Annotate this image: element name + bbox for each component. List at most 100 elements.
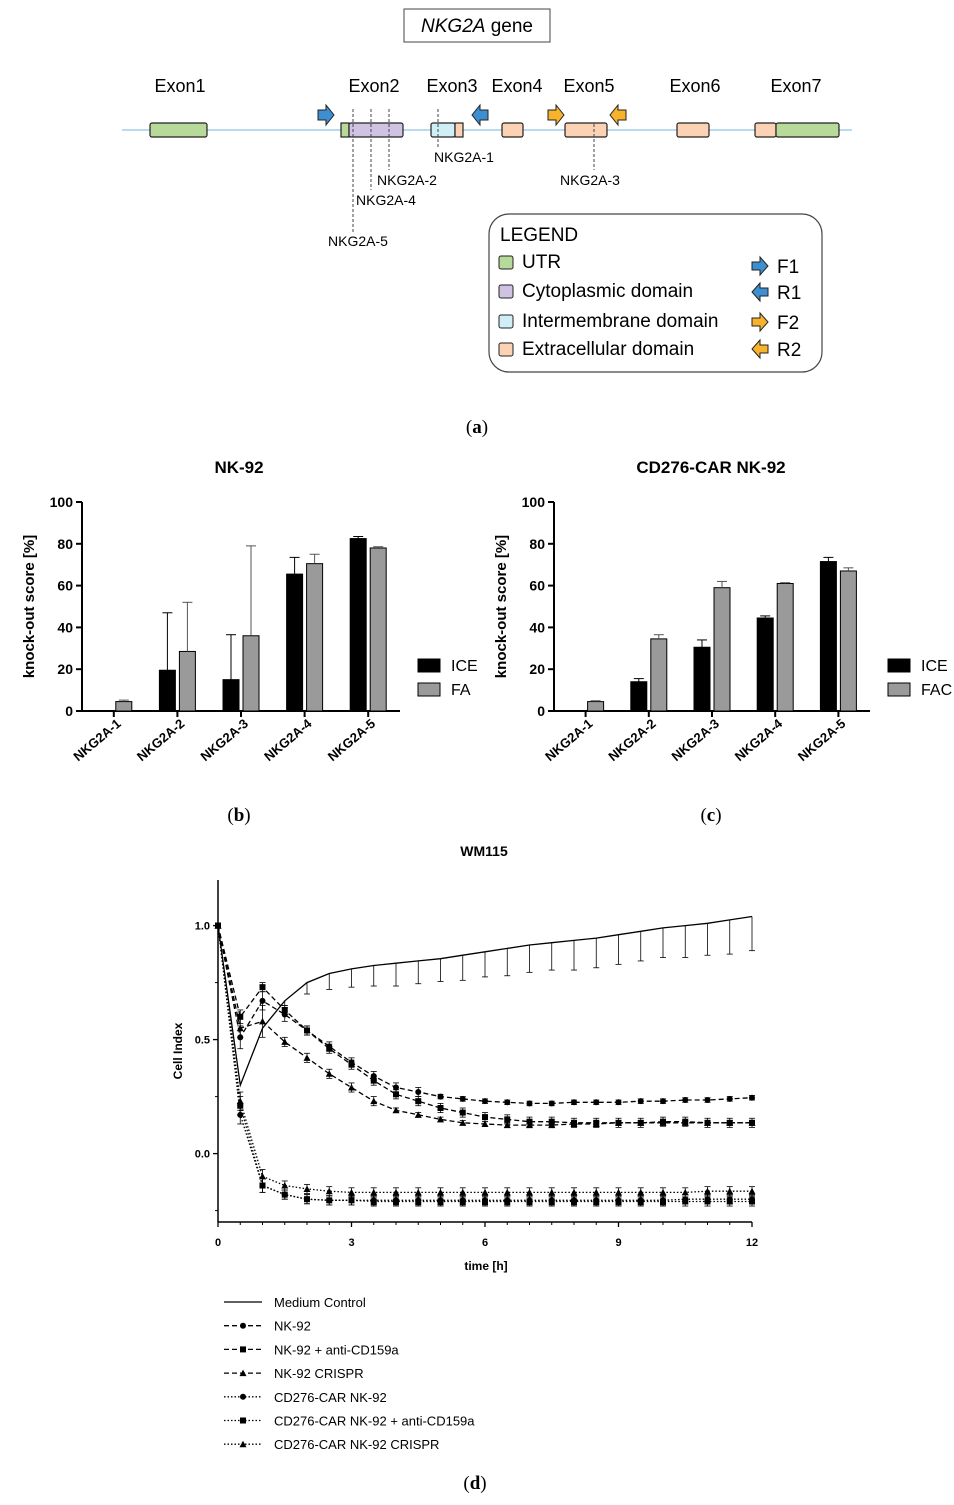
legend-r1-icon	[751, 281, 769, 303]
y-tick-label: 80	[529, 536, 545, 552]
bar-facs	[178, 650, 196, 712]
legend-r2-icon	[751, 338, 769, 360]
chart-title: CD276-CAR NK-92	[636, 458, 785, 477]
panel-d-label: (d)	[463, 1473, 486, 1494]
bar-ice	[286, 573, 304, 712]
data-point	[704, 1198, 711, 1205]
site-nkg2a-4-label: NKG2A-4	[356, 192, 416, 208]
data-point	[259, 1172, 266, 1180]
primer-f1-icon	[317, 103, 335, 127]
exon4-label: Exon4	[491, 76, 542, 96]
data-point	[749, 1094, 755, 1101]
y-axis-label: knock-out score [%]	[493, 535, 510, 678]
data-point	[748, 1187, 756, 1195]
data-point	[571, 1099, 577, 1106]
panel-c-bar-chart: CD276-CAR NK-92 0 20 40 60 80 100 knock-out sco…	[493, 458, 952, 764]
y-tick-label: 40	[529, 619, 545, 635]
exon2-label: Exon2	[348, 76, 399, 96]
y-tick-label: 80	[57, 536, 73, 552]
bar-ice	[693, 646, 711, 712]
data-point	[592, 1188, 600, 1196]
bar-ice	[222, 679, 240, 712]
bar-facs	[306, 563, 324, 712]
legend-extracellular-swatch	[498, 342, 514, 357]
x-tick-label: NKG2A-2	[605, 716, 658, 764]
data-point	[437, 1115, 444, 1123]
legend-intermembrane-swatch	[498, 314, 514, 329]
data-point	[393, 1091, 399, 1098]
data-point	[348, 1197, 355, 1204]
data-point	[303, 1185, 311, 1192]
data-point	[681, 1188, 689, 1196]
data-point	[414, 1111, 422, 1118]
x-tick-label: 12	[746, 1237, 758, 1249]
data-point	[259, 997, 266, 1004]
data-point	[325, 1070, 333, 1077]
data-point	[281, 1191, 288, 1198]
legend-swatch-ice	[887, 658, 911, 673]
exon7-label: Exon7	[770, 76, 821, 96]
panel-b-label: (b)	[227, 805, 250, 826]
data-point	[259, 984, 266, 991]
data-point	[482, 1198, 488, 1205]
x-tick-label: 6	[482, 1237, 488, 1249]
site-nkg2a-5-label: NKG2A-5	[328, 233, 388, 249]
data-point	[526, 1198, 533, 1205]
data-point	[259, 1017, 266, 1025]
data-point	[459, 1109, 466, 1116]
exon1-box	[149, 122, 208, 138]
data-point	[326, 1197, 333, 1204]
exon2-box	[348, 122, 404, 138]
y-tick-label: 40	[57, 619, 73, 635]
x-tick-label: NKG2A-4	[261, 715, 315, 764]
data-point	[548, 1188, 556, 1196]
data-point	[681, 1119, 689, 1126]
legend-label-ice: ICE	[451, 658, 478, 675]
y-axis-label: knock-out score [%]	[21, 535, 38, 678]
data-point	[726, 1187, 734, 1195]
data-point	[570, 1188, 578, 1196]
y-tick-label: 20	[529, 661, 545, 677]
y-tick-label: 0.0	[195, 1149, 210, 1161]
data-point	[503, 1121, 511, 1129]
x-axis-label: time [h]	[464, 1259, 507, 1273]
data-point	[637, 1198, 644, 1205]
data-point	[481, 1120, 489, 1127]
data-point	[459, 1188, 467, 1196]
primer-r1-icon	[471, 103, 489, 127]
data-point	[393, 1198, 399, 1205]
data-point	[592, 1120, 600, 1127]
site-nkg2a-3-label: NKG2A-3	[560, 172, 620, 188]
gene-title-italic: NKG2A	[421, 16, 485, 37]
legend-title: LEGEND	[500, 225, 578, 246]
data-point	[303, 1054, 311, 1061]
series-line	[217, 915, 753, 1088]
data-point	[704, 1097, 711, 1104]
data-point	[325, 1187, 333, 1195]
data-point	[437, 1105, 444, 1111]
panel-b-bar-chart: NK-92 0 20 40 60 80 100 knock-out score [%] NKG2…	[21, 458, 478, 764]
bar-facs	[650, 638, 668, 712]
panel-c-label: (c)	[700, 805, 721, 826]
legend-label-0: Medium Control	[274, 1295, 366, 1310]
data-point	[437, 1198, 444, 1205]
legend-label-1: NK-92	[274, 1319, 311, 1334]
y-tick-label: 0	[537, 703, 545, 719]
data-point	[348, 1061, 355, 1068]
legend-label-2: NK-92 + anti-CD159a	[274, 1342, 399, 1357]
series-5	[215, 922, 755, 1207]
legend-label-facs: FAC	[921, 682, 952, 699]
data-point	[726, 1198, 733, 1205]
y-tick-label: 0	[65, 703, 73, 719]
chart-title: NK-92	[214, 458, 263, 477]
bar-ice	[819, 561, 837, 712]
data-point	[570, 1120, 578, 1127]
data-point	[482, 1114, 488, 1121]
y-tick-label: 20	[57, 661, 73, 677]
panel-a-gene-diagram: NKG2A gene Exon1 Exon2 Exon3 Exon4 Exon5…	[122, 8, 852, 373]
data-point	[682, 1198, 689, 1205]
data-point	[414, 1188, 422, 1196]
y-tick-label: 60	[57, 578, 73, 594]
exon6-label: Exon6	[669, 76, 720, 96]
